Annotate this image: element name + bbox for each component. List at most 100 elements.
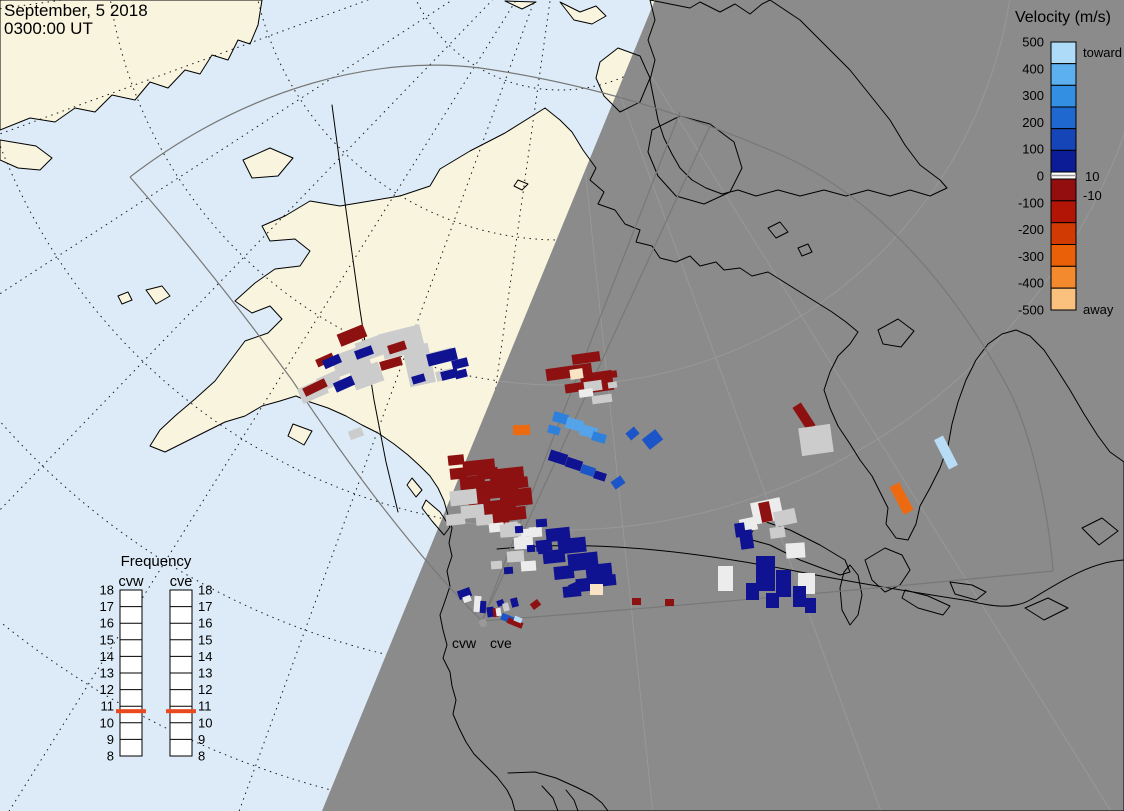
- data-cell: [460, 503, 485, 520]
- data-cell: [454, 368, 468, 380]
- data-cell: [473, 595, 482, 613]
- velocity-tick-label: -400: [1018, 276, 1044, 291]
- data-cell: [934, 435, 958, 470]
- frequency-tick-label: 10: [100, 715, 114, 730]
- data-cell: [411, 373, 426, 385]
- date-label: September, 5 2018: [4, 1, 148, 20]
- frequency-tick-label: 10: [198, 715, 212, 730]
- frequency-tick-label: 14: [100, 649, 114, 664]
- data-cell: [798, 423, 834, 457]
- frequency-tick-label: 14: [198, 649, 212, 664]
- data-cell: [526, 544, 536, 553]
- frequency-tick-label: 16: [198, 616, 212, 631]
- frequency-tick-label: 15: [198, 632, 212, 647]
- data-cell: [793, 586, 806, 607]
- velocity-tick-label: -100: [1018, 195, 1044, 210]
- radar-data-cells: [296, 324, 958, 629]
- data-cell: [476, 466, 499, 481]
- velocity-tick-label: -200: [1018, 222, 1044, 237]
- data-cell: [506, 617, 524, 629]
- frequency-tick-label: 18: [198, 583, 212, 598]
- data-cell: [510, 597, 519, 608]
- data-cell: [551, 411, 570, 425]
- velocity-segment-toward: [1050, 63, 1077, 86]
- velocity-segment-away: [1050, 287, 1077, 311]
- data-cell: [349, 361, 385, 391]
- data-cell: [785, 542, 806, 559]
- velocity-segment-away: [1050, 265, 1077, 289]
- data-cell: [547, 449, 569, 466]
- data-cell: [302, 378, 328, 397]
- data-cell: [758, 501, 773, 523]
- data-cell: [756, 556, 775, 591]
- data-cell: [535, 539, 553, 552]
- data-cell: [734, 522, 746, 538]
- data-cell: [475, 514, 494, 526]
- data-cell: [503, 566, 514, 575]
- data-cell: [718, 566, 733, 591]
- data-cell: [569, 368, 584, 380]
- data-cell: [610, 475, 626, 490]
- data-cell: [520, 560, 537, 572]
- velocity-segment-away: [1050, 222, 1077, 246]
- data-cell: [347, 426, 365, 441]
- data-cell: [578, 388, 594, 398]
- data-cell: [354, 345, 374, 360]
- frequency-tick-label: 12: [198, 682, 212, 697]
- frequency-column-cvw: cvw: [119, 574, 145, 590]
- frequency-tick-label: 11: [198, 699, 212, 714]
- velocity-title: Velocity (m/s): [1015, 9, 1111, 26]
- data-cell: [593, 470, 607, 482]
- data-cell: [490, 560, 503, 570]
- away-label: away: [1083, 302, 1114, 317]
- frequency-tick-label: 12: [100, 682, 114, 697]
- data-cell: [792, 402, 816, 431]
- data-cell: [512, 476, 529, 489]
- velocity-tick-label: 500: [1022, 35, 1044, 50]
- frequency-tick-label: 9: [198, 732, 205, 747]
- data-cell: [451, 357, 469, 370]
- data-cell: [529, 599, 542, 610]
- data-cell: [564, 416, 585, 433]
- night-terminator-overlay: [322, 0, 1124, 811]
- radar-site-dot: [479, 619, 487, 627]
- data-cell: [625, 426, 640, 441]
- velocity-segment-toward: [1050, 84, 1077, 108]
- data-cell: [449, 488, 478, 507]
- upper-threshold-label: 10: [1085, 169, 1099, 184]
- data-cell: [528, 526, 543, 538]
- data-cell: [766, 593, 779, 608]
- frequency-tick-label: 8: [198, 749, 205, 764]
- velocity-segment-toward: [1050, 128, 1077, 151]
- velocity-colorbar: Velocity (m/s) 500 400 300 200 100 0 -100 -200 -…: [1015, 9, 1122, 318]
- data-cell: [564, 456, 584, 472]
- data-cell: [769, 526, 786, 539]
- frequency-tick-label: 16: [100, 616, 114, 631]
- frequency-tick-label: 18: [100, 583, 114, 598]
- frequency-tick-label: 17: [198, 599, 212, 614]
- frequency-marker: [166, 709, 196, 714]
- data-cell: [591, 431, 607, 444]
- data-cell: [557, 536, 587, 555]
- data-cell: [772, 507, 798, 528]
- frequency-tick-label: 13: [198, 666, 212, 681]
- data-cell: [425, 347, 459, 367]
- data-cell: [514, 525, 524, 534]
- data-cell: [379, 356, 403, 371]
- data-cell: [513, 615, 523, 624]
- data-cell: [506, 550, 525, 563]
- data-cell: [445, 513, 466, 526]
- frequency-tick-label: 17: [100, 599, 114, 614]
- data-cell: [545, 362, 593, 382]
- site-label-cvw: cvw: [452, 635, 477, 651]
- data-cell: [776, 570, 791, 597]
- frequency-tick-label: 8: [107, 749, 114, 764]
- data-cell: [641, 429, 664, 450]
- velocity-tick-label: -300: [1018, 249, 1044, 264]
- velocity-segment-away: [1050, 200, 1077, 224]
- velocity-tick-label: 100: [1022, 142, 1044, 157]
- velocity-tick-label: 400: [1022, 61, 1044, 76]
- data-cell: [590, 584, 603, 595]
- frequency-marker: [116, 709, 146, 714]
